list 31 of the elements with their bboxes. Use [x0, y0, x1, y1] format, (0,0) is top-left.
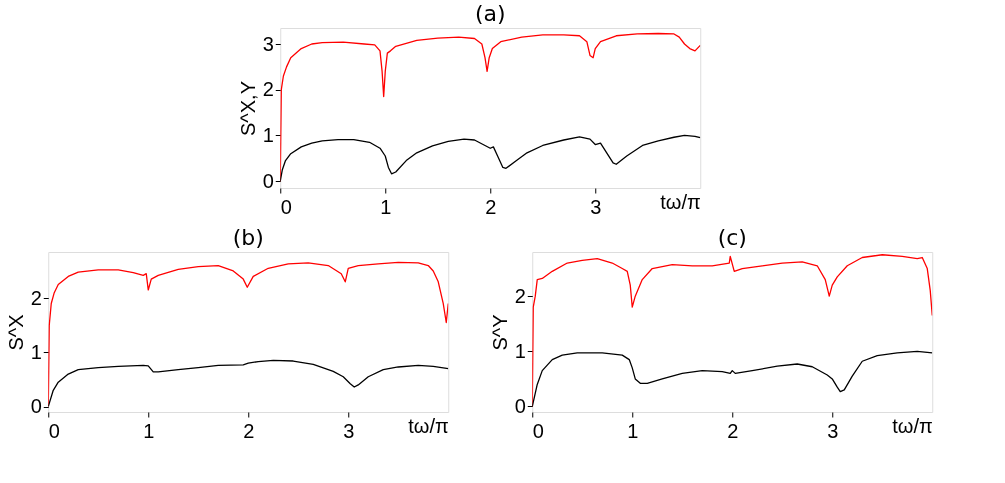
y-tick-label: 1 [514, 339, 526, 362]
chart-title: (b) [232, 225, 264, 250]
x-tick-label: 1 [143, 419, 155, 442]
x-tick-label: 1 [380, 195, 392, 218]
y-tick-label: 0 [30, 395, 42, 418]
x-tick-label: 2 [243, 419, 255, 442]
x-tick-label: 0 [48, 419, 60, 442]
chart-title: (c) [717, 225, 747, 250]
x-tick-label: 2 [485, 195, 497, 218]
x-axis-title: tω/π [408, 414, 449, 437]
chart-title: (a) [474, 1, 506, 26]
x-axis-title: tω/π [892, 414, 933, 437]
x-tick-label: 3 [343, 419, 355, 442]
y-tick-label: 0 [262, 169, 274, 192]
y-tick-label: 2 [262, 78, 274, 101]
y-axis-title: S^Y [488, 314, 511, 351]
x-tick-label: 3 [590, 195, 602, 218]
y-tick-label: 1 [262, 123, 274, 146]
x-tick-label: 3 [827, 419, 839, 442]
y-axis-title: S^X,Y [236, 81, 259, 136]
y-tick-label: 0 [514, 394, 526, 417]
y-tick-label: 3 [262, 32, 274, 55]
x-tick-label: 0 [280, 195, 292, 218]
x-tick-label: 1 [627, 419, 639, 442]
y-tick-label: 2 [30, 286, 42, 309]
x-axis-title: tω/π [660, 190, 701, 213]
x-tick-label: 0 [532, 419, 544, 442]
x-tick-label: 2 [727, 419, 739, 442]
y-tick-label: 2 [514, 284, 526, 307]
y-axis-title: S^X [4, 314, 27, 351]
y-tick-label: 1 [30, 340, 42, 363]
